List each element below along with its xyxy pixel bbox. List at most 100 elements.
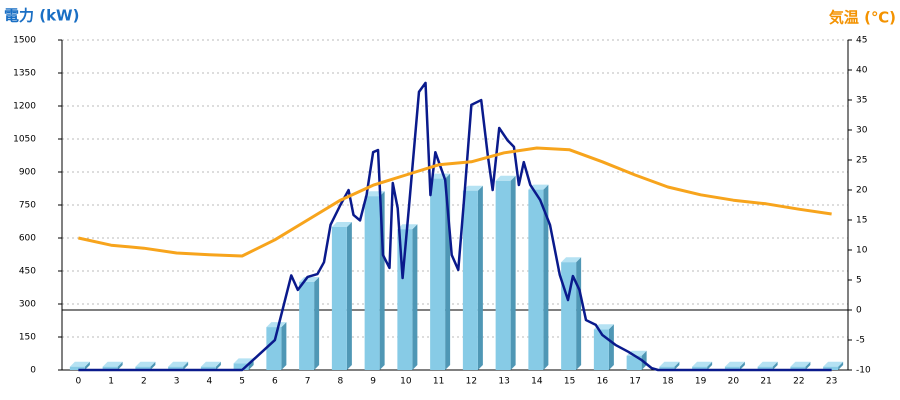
y2-tick-label: 5 bbox=[856, 276, 862, 286]
y2-tick-label: 10 bbox=[856, 246, 868, 256]
x-tick-label: 13 bbox=[498, 377, 509, 387]
bar bbox=[462, 190, 478, 370]
bar-side bbox=[641, 350, 647, 370]
x-tick-label: 2 bbox=[141, 377, 147, 387]
bar bbox=[430, 178, 446, 370]
bar-top bbox=[659, 361, 680, 367]
x-tick-label: 14 bbox=[531, 377, 543, 387]
bar-side bbox=[477, 185, 483, 370]
y2-tick-label: -5 bbox=[856, 336, 865, 346]
bar-side bbox=[543, 184, 549, 370]
bar-top bbox=[790, 361, 811, 367]
bar-side bbox=[608, 324, 614, 370]
bar-top bbox=[266, 322, 287, 328]
y-tick-label: 1050 bbox=[13, 135, 36, 145]
bar bbox=[102, 366, 118, 370]
y-tick-label: 1200 bbox=[13, 102, 36, 112]
bar bbox=[331, 227, 347, 370]
bar bbox=[724, 366, 740, 370]
line bbox=[78, 146, 832, 258]
bar-side bbox=[84, 361, 90, 370]
bar bbox=[168, 366, 184, 370]
y2-tick-label: 40 bbox=[856, 66, 868, 76]
bar-side bbox=[805, 361, 811, 370]
y-axis-title: 電力 (kW) bbox=[4, 7, 79, 25]
bar-side bbox=[510, 175, 516, 370]
y2-tick-label: 35 bbox=[856, 96, 867, 106]
bar-side bbox=[150, 361, 156, 370]
x-tick-label: 22 bbox=[793, 377, 804, 387]
bar bbox=[200, 366, 216, 370]
bar-side bbox=[281, 322, 287, 370]
y2-tick-label: -10 bbox=[856, 366, 871, 376]
bar-side bbox=[772, 361, 778, 370]
x-tick-label: 4 bbox=[207, 377, 213, 387]
bar-top bbox=[200, 361, 221, 367]
y-tick-label: 900 bbox=[19, 168, 36, 178]
bar-side bbox=[314, 277, 320, 370]
bar bbox=[233, 363, 249, 370]
bar bbox=[69, 366, 85, 370]
y-tick-label: 450 bbox=[19, 267, 36, 277]
bar-top bbox=[462, 185, 483, 191]
bar-side bbox=[707, 361, 713, 370]
bar bbox=[790, 366, 806, 370]
x-tick-label: 19 bbox=[695, 377, 707, 387]
bar-top bbox=[495, 175, 516, 181]
bar-side bbox=[674, 361, 680, 370]
x-tick-label: 1 bbox=[108, 377, 114, 387]
y2-tick-label: 0 bbox=[856, 306, 862, 316]
y-tick-label: 150 bbox=[19, 333, 36, 343]
x-tick-label: 15 bbox=[564, 377, 575, 387]
bar bbox=[266, 327, 282, 370]
bar bbox=[593, 329, 609, 370]
bar bbox=[495, 180, 511, 370]
y-tick-label: 0 bbox=[30, 366, 36, 376]
bar-side bbox=[838, 361, 844, 370]
x-tick-label: 11 bbox=[433, 377, 444, 387]
bar bbox=[135, 366, 151, 370]
bar-top bbox=[561, 257, 582, 263]
x-tick-label: 5 bbox=[239, 377, 245, 387]
y2-tick-label: 45 bbox=[856, 36, 867, 46]
y2-tick-label: 15 bbox=[856, 216, 867, 226]
y2-tick-label: 30 bbox=[856, 126, 868, 136]
bar bbox=[626, 355, 642, 370]
bar-top bbox=[757, 361, 778, 367]
bar bbox=[299, 282, 315, 370]
y2-axis-title: 気温 (℃) bbox=[829, 9, 896, 27]
bar bbox=[823, 366, 839, 370]
x-tick-label: 10 bbox=[400, 377, 412, 387]
x-tick-label: 7 bbox=[305, 377, 311, 387]
x-tick-label: 12 bbox=[466, 377, 477, 387]
y-tick-label: 1500 bbox=[13, 36, 36, 46]
line bbox=[78, 81, 832, 372]
y-tick-label: 300 bbox=[19, 300, 36, 310]
x-tick-label: 18 bbox=[662, 377, 674, 387]
bar bbox=[659, 366, 675, 370]
y2-tick-label: 20 bbox=[856, 186, 868, 196]
x-tick-label: 0 bbox=[76, 377, 82, 387]
bar-side bbox=[183, 361, 189, 370]
bar-top bbox=[233, 358, 254, 364]
bar-top bbox=[102, 361, 123, 367]
bar-side bbox=[215, 361, 221, 370]
bar-side bbox=[346, 222, 352, 370]
bar-top bbox=[724, 361, 745, 367]
x-tick-label: 21 bbox=[760, 377, 771, 387]
y-tick-label: 600 bbox=[19, 234, 36, 244]
bar-side bbox=[412, 224, 418, 370]
x-tick-label: 17 bbox=[629, 377, 640, 387]
bar-top bbox=[135, 361, 156, 367]
bar bbox=[757, 366, 773, 370]
y-tick-label: 750 bbox=[19, 201, 36, 211]
bar bbox=[692, 366, 708, 370]
bar-top bbox=[692, 361, 713, 367]
bar-top bbox=[69, 361, 90, 367]
x-tick-label: 6 bbox=[272, 377, 278, 387]
y-tick-label: 1350 bbox=[13, 69, 36, 79]
x-tick-label: 20 bbox=[728, 377, 740, 387]
bar-top bbox=[168, 361, 189, 367]
y2-tick-label: 25 bbox=[856, 156, 867, 166]
